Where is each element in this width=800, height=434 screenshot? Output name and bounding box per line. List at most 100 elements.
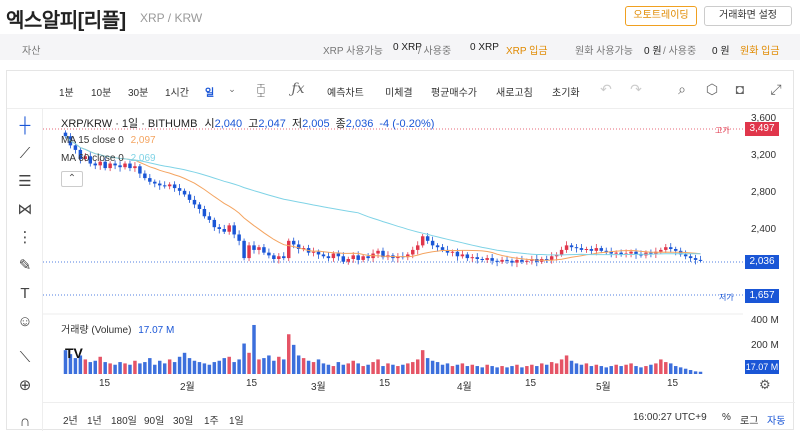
emoji-icon[interactable]: ☺ bbox=[17, 313, 33, 330]
trendline-icon[interactable]: ⟋ bbox=[19, 145, 31, 162]
prediction-chart-button[interactable]: 예측차트 bbox=[327, 88, 364, 99]
candle bbox=[331, 253, 336, 259]
xrp-deposit-link[interactable]: XRP 입금 bbox=[506, 46, 548, 57]
volume-bar bbox=[554, 363, 559, 374]
price-volume-chart[interactable] bbox=[43, 109, 795, 402]
interval-10m[interactable]: 10분 bbox=[91, 88, 112, 99]
candle-type-icon[interactable]: ⧮ bbox=[256, 81, 266, 97]
candle bbox=[287, 240, 291, 259]
range-90d[interactable]: 90일 bbox=[144, 416, 165, 427]
volume-bar bbox=[688, 370, 693, 374]
interval-1d[interactable]: 일 bbox=[205, 88, 215, 99]
price-tick: 3,600 bbox=[751, 113, 777, 124]
volume-bar bbox=[495, 367, 499, 374]
brush-icon[interactable]: ✎ bbox=[18, 257, 32, 274]
candle bbox=[505, 259, 509, 261]
candle bbox=[143, 173, 147, 179]
legend-change: -4 (-0.20%) bbox=[379, 118, 435, 130]
candle bbox=[153, 181, 157, 184]
volume-bar bbox=[535, 366, 539, 374]
candle bbox=[430, 240, 435, 246]
candle bbox=[326, 256, 331, 259]
range-180d[interactable]: 180일 bbox=[111, 416, 137, 427]
candle bbox=[544, 259, 549, 260]
screen-settings-button[interactable]: 거래화면 설정 bbox=[704, 6, 792, 26]
candle bbox=[351, 255, 355, 259]
candle bbox=[272, 255, 276, 259]
candle bbox=[485, 258, 489, 260]
candle bbox=[296, 244, 301, 249]
candle bbox=[78, 149, 83, 159]
volume-bar bbox=[287, 334, 291, 374]
assets-label: 자산 bbox=[22, 46, 41, 57]
interval-30m[interactable]: 30분 bbox=[128, 88, 149, 99]
krw-deposit-link[interactable]: 원화 입금 bbox=[740, 46, 780, 57]
candle bbox=[207, 216, 212, 220]
interval-dropdown-chevron-icon[interactable]: ⌄ bbox=[228, 84, 236, 94]
volume-bar bbox=[222, 358, 226, 374]
volume-bar bbox=[366, 364, 370, 374]
candle bbox=[460, 254, 465, 257]
collapse-legend-chevron-icon[interactable]: ⌃ bbox=[61, 171, 83, 187]
fullscreen-icon[interactable]: ⤢ bbox=[770, 81, 782, 97]
volume-bar bbox=[282, 359, 286, 374]
range-1y[interactable]: 1년 bbox=[87, 416, 102, 427]
candle bbox=[212, 219, 217, 228]
price-tick: 2,800 bbox=[751, 187, 777, 198]
settings-hex-icon[interactable]: ⬡ bbox=[705, 81, 719, 97]
volume-bar bbox=[415, 359, 420, 374]
volume-bar bbox=[123, 363, 127, 374]
candle bbox=[138, 166, 142, 174]
ruler-icon[interactable]: ⟍ bbox=[19, 349, 31, 366]
reset-button[interactable]: 초기화 bbox=[552, 88, 580, 99]
candle bbox=[361, 256, 365, 260]
volume-bar bbox=[103, 362, 107, 374]
volume-bar bbox=[549, 362, 554, 374]
candle bbox=[450, 251, 455, 253]
range-30d[interactable]: 30일 bbox=[173, 416, 194, 427]
refresh-button[interactable]: 새로고침 bbox=[496, 88, 533, 99]
percent-toggle[interactable]: % bbox=[722, 412, 731, 423]
search-chart-icon[interactable]: ⌕ bbox=[678, 81, 686, 97]
unfilled-orders-button[interactable]: 미체결 bbox=[385, 88, 413, 99]
axis-settings-icon[interactable]: ⚙ bbox=[759, 377, 771, 392]
magnet-icon[interactable]: ∩ bbox=[19, 413, 31, 430]
candle bbox=[599, 248, 604, 251]
chart-plot-area[interactable]: XRP/KRW · 1일 · BITHUMB 시2,040 고2,047 저2,… bbox=[43, 109, 795, 431]
xrp-in-use-label: / 사용중 bbox=[418, 46, 452, 57]
volume-bar bbox=[391, 364, 395, 374]
camera-icon[interactable]: ◘ bbox=[735, 81, 745, 97]
volume-value: 17.07 M bbox=[138, 325, 175, 336]
range-1d[interactable]: 1일 bbox=[229, 416, 244, 427]
candle bbox=[406, 254, 410, 258]
redo-icon[interactable]: ↷ bbox=[630, 81, 642, 97]
volume-bar bbox=[505, 367, 509, 374]
candle bbox=[113, 163, 117, 166]
volume-bar bbox=[465, 366, 470, 374]
volume-bar bbox=[133, 360, 137, 374]
volume-bar bbox=[574, 363, 579, 374]
price-tick: 2,400 bbox=[751, 224, 777, 235]
auto-toggle[interactable]: 자동 bbox=[767, 416, 786, 427]
pattern-icon[interactable]: ⋈ bbox=[17, 201, 33, 218]
zoom-in-icon[interactable]: ⊕ bbox=[18, 377, 32, 394]
candle bbox=[123, 163, 127, 168]
text-icon[interactable]: T bbox=[20, 285, 30, 302]
undo-icon[interactable]: ↶ bbox=[600, 81, 612, 97]
volume-bar bbox=[659, 359, 663, 374]
range-1w[interactable]: 1주 bbox=[204, 416, 219, 427]
fib-icon[interactable]: ⋮ bbox=[17, 229, 33, 246]
avg-buy-price-button[interactable]: 평균매수가 bbox=[431, 88, 477, 99]
candle bbox=[148, 178, 152, 182]
horizontal-lines-icon[interactable]: ☰ bbox=[18, 173, 32, 190]
range-2y[interactable]: 2년 bbox=[63, 416, 78, 427]
interval-1h[interactable]: 1시간 bbox=[165, 88, 189, 99]
auto-trading-button[interactable]: 오토트레이딩 bbox=[625, 6, 697, 26]
crosshair-icon[interactable]: ┼ bbox=[19, 117, 31, 134]
krw-available-value: 0 원 bbox=[644, 46, 662, 57]
log-toggle[interactable]: 로그 bbox=[740, 416, 759, 427]
xrp-available-label: XRP 사용가능 bbox=[323, 46, 383, 57]
volume-bar bbox=[594, 364, 599, 374]
interval-1m[interactable]: 1분 bbox=[59, 88, 74, 99]
indicator-icon[interactable]: ƒx bbox=[291, 81, 305, 97]
